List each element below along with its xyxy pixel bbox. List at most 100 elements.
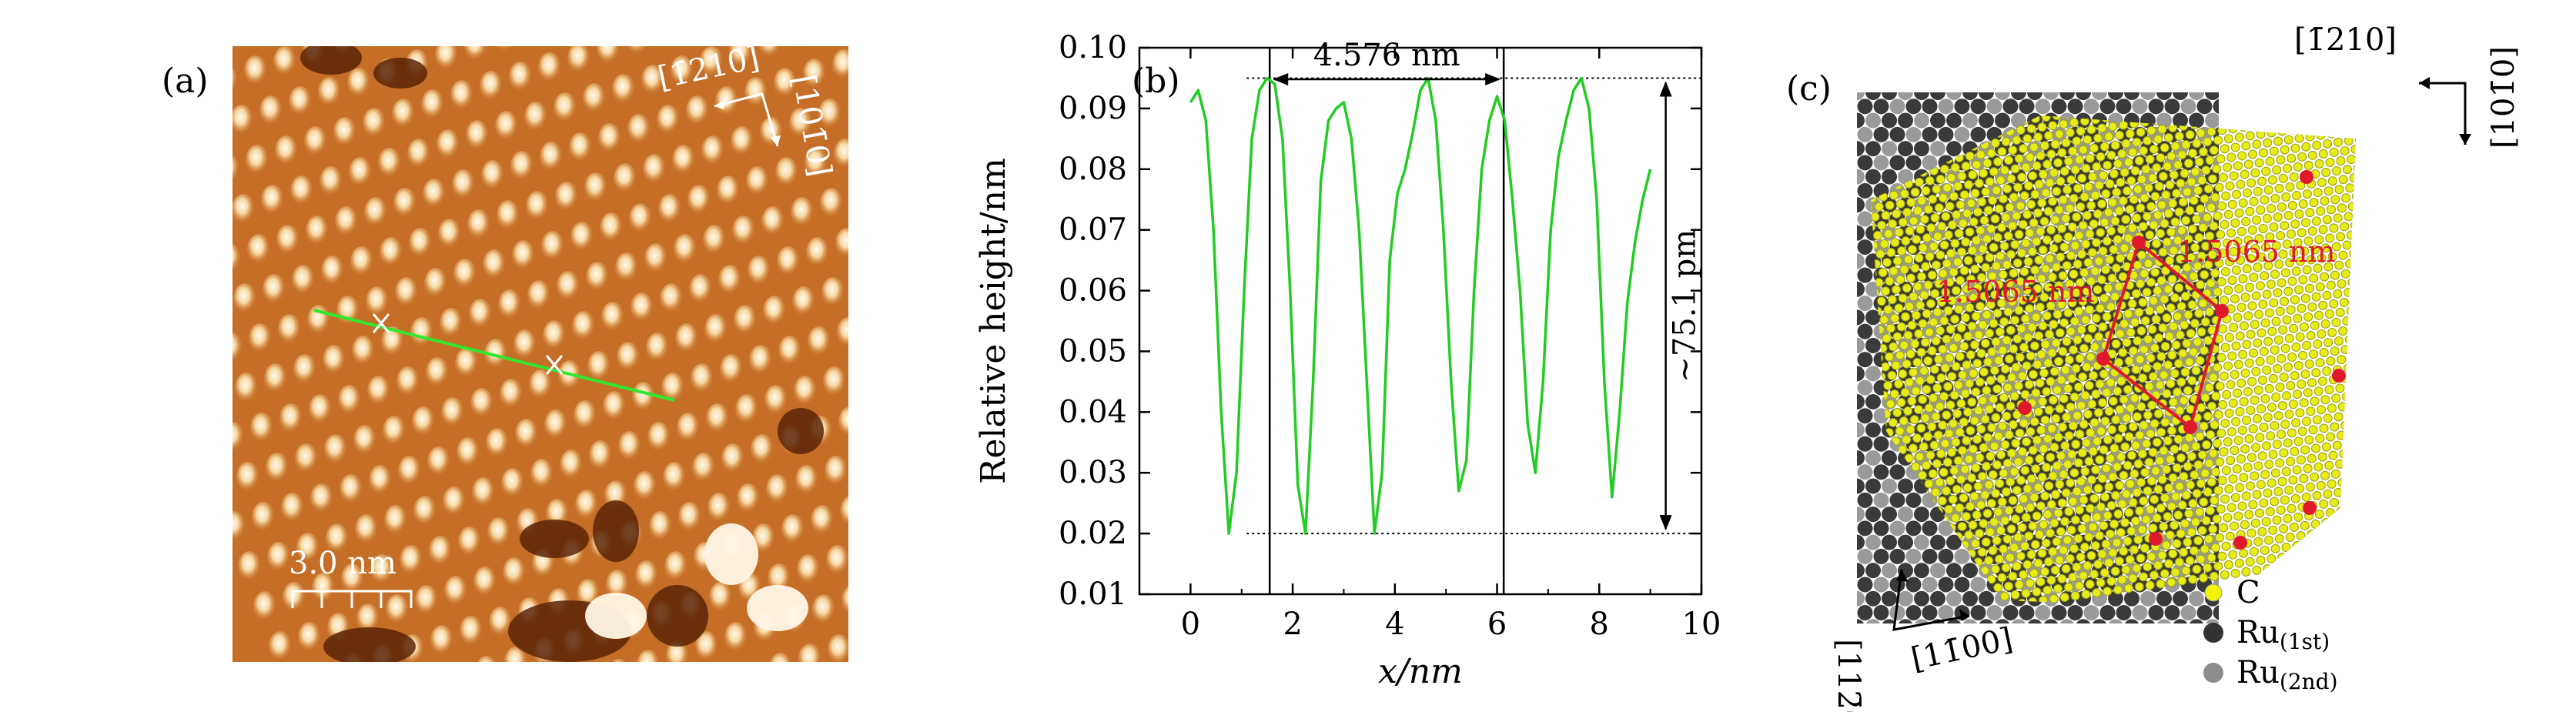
carbon-atom: [1845, 453, 1853, 461]
carbon-atom: [2451, 46, 2460, 55]
carbon-atom: [1948, 419, 1958, 429]
carbon-atom: [2361, 371, 2370, 379]
carbon-atom: [1975, 226, 1986, 236]
height-arrow-head-bottom: [1659, 515, 1672, 531]
ru-atom: [1954, 99, 1970, 115]
stm-protrusion: [292, 265, 315, 296]
carbon-atom: [1807, 145, 1815, 154]
carbon-atom: [2330, 422, 2340, 432]
carbon-atom: [2402, 470, 2410, 478]
carbon-atom: [2223, 361, 2233, 371]
carbon-atom: [2042, 386, 2052, 396]
carbon-atom: [2086, 352, 2096, 362]
carbon-atom: [2454, 140, 2462, 149]
carbon-atom: [1883, 380, 1893, 390]
stm-protrusion: [444, 576, 467, 607]
carbon-atom: [2106, 377, 2116, 387]
carbon-atom: [1986, 224, 1996, 234]
carbon-atom: [1962, 284, 1972, 294]
ru-atom: [1914, 534, 1929, 550]
carbon-atom: [2429, 352, 2437, 360]
carbon-atom: [1938, 344, 1948, 354]
carbon-atom: [2545, 440, 2554, 448]
carbon-atom: [2116, 55, 2124, 64]
ru-atom: [1857, 366, 1865, 382]
carbon-atom: [2384, 263, 2393, 272]
carbon-atom: [2343, 363, 2353, 373]
carbon-atom: [2093, 408, 2103, 418]
carbon-atom: [2257, 176, 2267, 186]
carbon-atom: [2220, 296, 2230, 306]
carbon-atom: [2261, 44, 2270, 52]
carbon-atom: [2026, 351, 2036, 361]
stm-bright-region: [585, 593, 647, 639]
carbon-atom: [2234, 86, 2243, 95]
carbon-atom: [2491, 172, 2500, 181]
carbon-atom: [1952, 484, 1962, 494]
carbon-atom: [2445, 387, 2454, 396]
carbon-atom: [2236, 378, 2246, 388]
carbon-atom: [2020, 314, 2030, 324]
carbon-atom: [1966, 473, 1976, 483]
carbon-atom: [1923, 204, 1933, 214]
carbon-atom: [2364, 115, 2372, 123]
carbon-atom: [2480, 402, 2488, 410]
carbon-atom: [2363, 191, 2371, 199]
carbon-atom: [2464, 215, 2473, 223]
ru-atom: [1954, 126, 1970, 142]
carbon-atom: [2197, 450, 2207, 460]
ru-atom: [2262, 99, 2277, 114]
carbon-atom: [2409, 128, 2417, 136]
carbon-atom: [2030, 67, 2039, 75]
carbon-atom: [1879, 239, 1889, 249]
carbon-atom: [1941, 212, 1951, 222]
carbon-atom: [2513, 444, 2521, 453]
carbon-atom: [1999, 43, 2008, 52]
carbon-atom: [2077, 173, 2087, 183]
carbon-atom: [2208, 448, 2218, 458]
ru-atom: [1857, 506, 1865, 523]
carbon-atom: [1910, 187, 1920, 197]
carbon-atom: [2149, 296, 2159, 306]
carbon-atom: [2190, 45, 2199, 53]
carbon-atom: [2292, 389, 2302, 399]
carbon-atom: [2484, 240, 2493, 249]
carbon-atom: [2401, 271, 2410, 279]
carbon-atom: [2180, 46, 2188, 55]
carbon-atom: [2396, 233, 2404, 242]
carbon-atom: [2068, 496, 2078, 506]
carbon-atom: [2538, 431, 2547, 440]
carbon-atom: [2085, 153, 2095, 163]
carbon-atom: [2044, 481, 2054, 491]
carbon-atom: [2466, 460, 2474, 469]
carbon-atom: [1981, 537, 1991, 547]
carbon-atom: [2290, 143, 2300, 153]
carbon-atom: [2377, 406, 2386, 415]
carbon-atom: [2485, 439, 2494, 447]
carbon-atom: [2267, 175, 2277, 185]
carbon-atom: [2345, 61, 2354, 69]
ru-atom: [1914, 506, 1929, 523]
carbon-atom: [2378, 378, 2387, 386]
carbon-atom: [2154, 182, 2164, 192]
carbon-atom: [2059, 470, 2069, 480]
carbon-atom: [1945, 79, 1953, 88]
carbon-atom: [2057, 148, 2067, 158]
carbon-atom: [2408, 279, 2417, 288]
carbon-atom: [2445, 463, 2454, 472]
carbon-atom: [2407, 80, 2416, 89]
ru-atom: [2189, 112, 2204, 129]
stm-protrusion: [572, 311, 595, 342]
carbon-atom: [1989, 517, 1999, 527]
carbon-atom: [2474, 440, 2483, 449]
carbon-atom: [1984, 480, 1994, 490]
carbon-atom: [2435, 162, 2444, 170]
carbon-atom: [2112, 187, 2122, 197]
carbon-atom: [1958, 294, 1968, 304]
carbon-atom: [2067, 298, 2077, 308]
carbon-atom: [1932, 184, 1942, 194]
carbon-atom: [2376, 9, 2384, 18]
stm-protrusion: [544, 409, 567, 440]
carbon-atom: [2199, 497, 2209, 507]
stm-protrusion: [366, 46, 380, 49]
